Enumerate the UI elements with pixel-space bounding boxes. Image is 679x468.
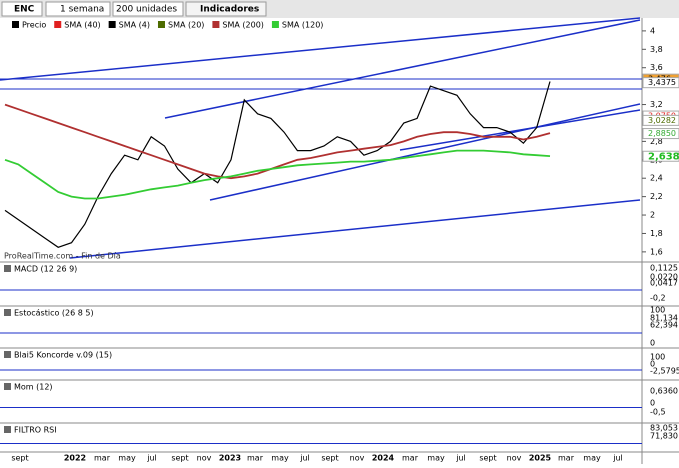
- legend-entry: SMA (40): [64, 21, 100, 30]
- panel-swatch: [4, 426, 11, 433]
- x-tick-label: nov: [350, 454, 365, 463]
- y-tick-label: 2,8: [650, 137, 663, 146]
- x-tick-label: may: [271, 454, 289, 463]
- price-label-box: [642, 77, 679, 89]
- plot-area: [0, 18, 642, 464]
- x-tick-label: nov: [197, 454, 212, 463]
- panel-swatch: [4, 265, 11, 272]
- y-tick-label: 4: [650, 26, 655, 35]
- y-tick-label: 3,2: [650, 100, 663, 109]
- panel-axis-label: -2,5795: [650, 367, 679, 376]
- legend-entry: SMA (200): [222, 21, 264, 30]
- legend-swatch: [108, 21, 116, 28]
- x-tick-label: may: [118, 454, 136, 463]
- panel-axis-label: 0: [650, 360, 655, 369]
- legend-entry: SMA (20): [168, 21, 204, 30]
- y-tick-label: 3,8: [650, 45, 663, 54]
- y-tick-label: 1,8: [650, 229, 663, 238]
- x-tick-label: mar: [558, 454, 575, 463]
- panel-axis-label: 100: [650, 353, 665, 362]
- panel-swatch: [4, 309, 11, 316]
- x-tick-label: sept: [171, 454, 188, 463]
- x-tick-label: nov: [507, 454, 522, 463]
- y-tick-label: 1,6: [650, 247, 663, 256]
- x-tick-label: sept: [11, 454, 28, 463]
- panel-axis-label: 71,830: [650, 432, 678, 441]
- x-tick-label: mar: [402, 454, 419, 463]
- series-line: [4, 81, 551, 248]
- price-label-box: [642, 114, 679, 126]
- price-label: 3,0282: [648, 116, 676, 125]
- units[interactable]: 200 unidades: [116, 5, 177, 15]
- symbol[interactable]: ENC: [14, 5, 35, 15]
- panel-axis-label: 0,0417: [650, 279, 678, 288]
- symbol-box[interactable]: [1, 1, 43, 17]
- price-label: 3,4375: [648, 78, 676, 87]
- panel-axis-label: 83,053: [650, 424, 678, 433]
- timeframe-box[interactable]: [45, 1, 111, 17]
- panel-title: Mom (12): [14, 383, 53, 392]
- panel-title: FILTRO RSI: [14, 426, 57, 435]
- legend-swatch: [12, 21, 19, 28]
- x-tick-label: mar: [94, 454, 111, 463]
- legend-entry: Precio: [22, 21, 46, 30]
- y-tick-label: 2,2: [650, 192, 663, 201]
- panel-axis-label: 100: [650, 306, 665, 315]
- panel-axis-label: 0,0220: [650, 273, 678, 282]
- x-tick-label: jul: [455, 454, 466, 463]
- timeframe[interactable]: 1 semana: [60, 5, 104, 15]
- x-tick-label: sept: [321, 454, 338, 463]
- panel-axis-label: 0: [650, 399, 655, 408]
- panel-title: Blai5 Koncorde v.09 (15): [14, 351, 112, 360]
- indicators-box[interactable]: [185, 1, 267, 17]
- legend-entry: SMA (4): [119, 21, 150, 30]
- series-line: [4, 149, 551, 200]
- panel-title: Estocástico (26 8 5): [14, 309, 94, 318]
- y-tick-label: 2: [650, 211, 655, 220]
- watermark: ProRealTime.com - Fin de Día: [4, 252, 121, 261]
- panel-swatch: [4, 383, 11, 390]
- x-tick-label: may: [583, 454, 601, 463]
- legend-swatch: [212, 21, 220, 28]
- panel-axis-label: 81,134: [650, 314, 678, 323]
- y-tick-label: 2,4: [650, 174, 663, 183]
- legend-entry: SMA (120): [282, 21, 324, 30]
- price-label-box: [642, 150, 679, 162]
- x-tick-label: jul: [612, 454, 623, 463]
- price-label-box: [642, 128, 679, 140]
- x-tick-label: 2024: [372, 454, 395, 463]
- legend-swatch: [271, 21, 279, 28]
- panel-axis-label: 0,6360: [650, 387, 678, 396]
- panel-swatch: [4, 351, 11, 358]
- x-tick-label: jul: [146, 454, 157, 463]
- panel-axis-label: 0: [650, 339, 655, 348]
- x-tick-label: jul: [299, 454, 310, 463]
- panel-axis-label: 0,1125: [650, 264, 678, 273]
- x-tick-label: sept: [479, 454, 496, 463]
- legend-swatch: [157, 21, 165, 28]
- x-tick-label: 2023: [219, 454, 241, 463]
- panel-axis-label: 62,394: [650, 321, 678, 330]
- panel-axis-label: -0,2: [650, 294, 666, 303]
- indicators[interactable]: Indicadores: [200, 5, 259, 15]
- legend-swatch: [54, 21, 62, 28]
- panel-title: MACD (12 26 9): [14, 265, 77, 274]
- series-line: [4, 103, 551, 180]
- x-tick-label: mar: [247, 454, 264, 463]
- price-label: 2,8850: [648, 129, 676, 138]
- units-box[interactable]: [112, 1, 184, 17]
- x-tick-label: may: [427, 454, 445, 463]
- x-tick-label: 2025: [529, 454, 552, 463]
- price-label: 2,6385: [648, 151, 679, 162]
- trend-lines: [0, 17, 642, 259]
- panel-axis-label: -0,5: [650, 408, 666, 417]
- y-tick-label: 3,6: [650, 63, 663, 72]
- x-tick-label: 2022: [64, 454, 86, 463]
